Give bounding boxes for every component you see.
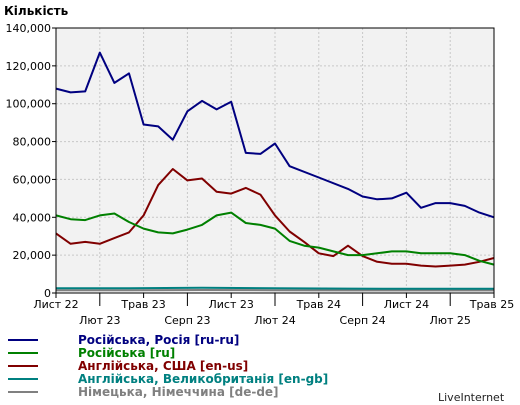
y-tick-label: 140,000	[6, 22, 52, 35]
x-tick-label: Лист 23	[209, 298, 254, 311]
legend-label: Російська, Росія [ru-ru]	[78, 333, 239, 347]
y-axis: 0 20,000 40,000 60,000 80,000 100,000 120,000 1…	[6, 22, 56, 300]
series-layer	[55, 51, 495, 292]
x-tick-label: Серп 24	[340, 314, 386, 327]
legend-label: Англійська, США [en-us]	[78, 359, 248, 373]
x-tick-label: Трав 23	[120, 298, 165, 311]
brand-label: LiveInternet	[438, 391, 505, 404]
grid-lines	[56, 28, 494, 293]
x-tick-label: Лист 22	[33, 298, 78, 311]
x-tick-label: Серп 23	[164, 314, 210, 327]
x-axis: Лист 22 Трав 23 Лист 23 Трав 24 Лист 24 Трав …	[33, 293, 514, 327]
x-tick-label: Трав 25	[469, 298, 514, 311]
y-tick-label: 120,000	[6, 60, 52, 73]
series-line	[55, 211, 495, 266]
y-tick-label: 60,000	[13, 173, 52, 186]
legend-label: Російська [ru]	[78, 346, 175, 360]
legend: Російська, Росія [ru-ru]Російська [ru]Ан…	[8, 333, 328, 399]
y-tick-label: 20,000	[13, 249, 52, 262]
y-tick-label: 80,000	[13, 136, 52, 149]
y-tick-label: 40,000	[13, 211, 52, 224]
legend-label: Англійська, Великобританія [en-gb]	[78, 372, 328, 386]
x-tick-label: Лист 24	[384, 298, 429, 311]
y-tick-label: 100,000	[6, 98, 52, 111]
x-tick-label: Трав 24	[296, 298, 341, 311]
x-tick-label: Лют 23	[79, 314, 120, 327]
y-axis-title: Кількість	[4, 4, 69, 18]
legend-label: Німецька, Німеччина [de-de]	[78, 385, 279, 399]
series-line	[55, 51, 495, 219]
y-tick-label: 0	[44, 287, 51, 300]
series-line	[55, 168, 495, 268]
series-line	[56, 286, 494, 290]
x-tick-label: Лют 24	[254, 314, 295, 327]
x-tick-label: Лют 25	[429, 314, 470, 327]
